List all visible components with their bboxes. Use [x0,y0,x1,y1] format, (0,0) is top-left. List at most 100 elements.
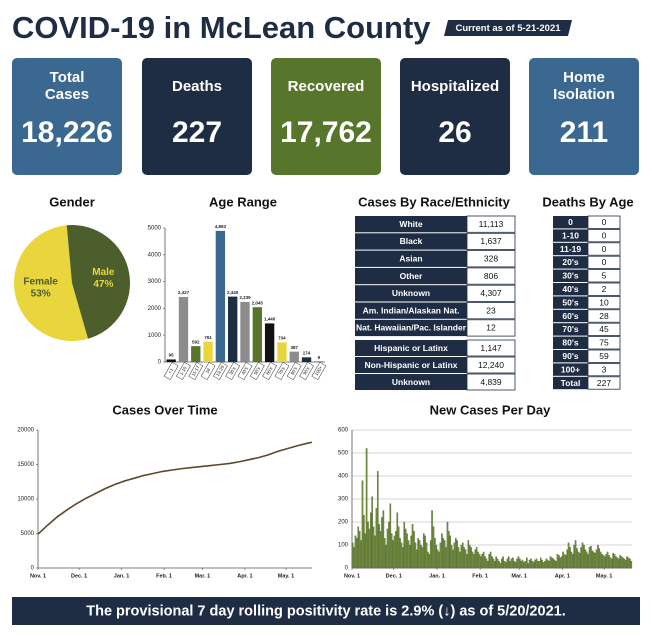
x-tick-label: May. 1 [278,573,294,579]
bar [356,537,358,569]
stat-card: Hospitalized 26 [400,58,510,175]
table-label: Am. Indian/Alaskan Nat. [363,305,460,315]
bar [570,551,573,569]
bar [466,554,468,569]
bar [583,544,585,569]
bar [203,341,213,362]
table-value: 806 [484,271,498,281]
bar [487,560,489,569]
bar [409,544,411,569]
bar [569,547,571,569]
x-tick-group: 1-10 [176,361,191,381]
bar [471,551,474,569]
bar [264,323,275,362]
bar [551,557,553,569]
bar [363,514,365,569]
x-tick-label: 70's [277,365,286,375]
x-tick-label: Mar. 1 [511,573,527,579]
table-value-cell [466,373,516,391]
bar [421,547,424,569]
bar [598,548,601,569]
bar [392,540,394,569]
table-label-cell [553,216,588,229]
y-tick-label: 100 [338,543,349,549]
bar [457,547,460,569]
bar [456,540,458,569]
table-value: 2 [602,284,607,294]
bar [353,547,355,569]
x-tick-box [176,361,191,381]
table-value: 12,240 [478,360,504,370]
bar [627,557,630,569]
table-label: 0 [568,217,573,227]
y-tick-label: 20000 [17,428,34,434]
stat-value: 18,226 [21,116,113,149]
x-tick-label: 1-10 [179,365,188,376]
table-label: Hispanic or Latinx [374,343,448,353]
chart-title: Age Range [209,194,277,209]
x-tick-group: 18 [200,361,216,381]
x-tick-group: <1 [163,361,179,381]
bar [410,535,413,569]
table-value: 10 [599,297,609,307]
bar [549,556,552,569]
bar [424,535,426,569]
bar [553,559,556,569]
table-label-cell [553,323,588,336]
bar [601,554,603,569]
x-tick-box [274,361,290,381]
table-value-cell [466,267,516,285]
pie-slice [66,224,131,339]
bar [584,549,587,569]
bar [402,547,404,569]
stat-title: Total Cases [44,69,90,103]
bar [367,521,369,569]
table-value-cell [466,284,516,302]
table-label-cell [355,340,467,356]
bar [429,540,432,569]
bar [368,528,371,569]
table-label-cell [553,296,588,309]
table-label: Nat. Hawaiian/Pac. Islander [356,323,467,333]
bar [360,540,362,569]
stat-card: Home Isolation 211 [529,58,639,175]
stat-card: Deaths 227 [142,58,252,175]
x-tick-label: Apr. 1 [555,573,570,579]
x-tick-group: 40's [237,361,253,381]
bar [448,531,450,569]
bar [507,556,510,569]
bar [531,560,534,569]
bar [513,560,516,569]
footer-bar [12,597,640,625]
bar [597,544,599,569]
bar [379,531,382,569]
bar [417,537,419,569]
bar [443,540,446,569]
table-value-cell [587,282,621,296]
table-value-cell [587,295,621,310]
table-value-cell [587,349,621,363]
table-label-cell [553,309,588,323]
bar [608,555,610,569]
table-label: White [399,219,422,229]
line [37,441,313,535]
table-label-cell [355,285,467,302]
x-tick-group: 70's [274,361,290,381]
x-tick-label: <1 [167,367,174,374]
bar [376,471,379,569]
bar [590,546,592,569]
bar [605,554,608,569]
bar [404,528,407,569]
bar [520,560,523,569]
x-tick-box [237,361,253,381]
bar [537,560,539,569]
bar [474,549,477,569]
bar [378,524,380,569]
bar [492,558,495,569]
bar [571,554,574,569]
bar-value-label: 2,239 [239,295,251,300]
bar [519,558,521,569]
y-tick-label: 600 [338,428,349,434]
x-tick-group: 50's [249,361,265,381]
